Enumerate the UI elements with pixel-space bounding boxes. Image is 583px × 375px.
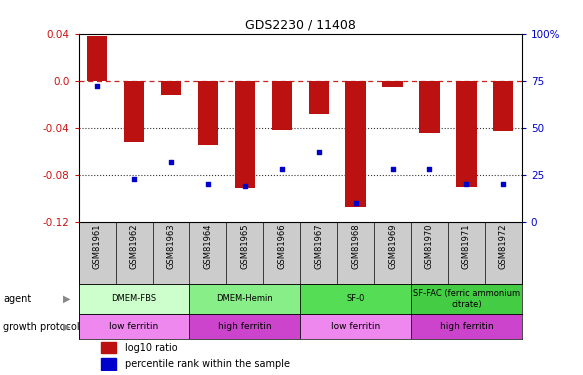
Text: log10 ratio: log10 ratio: [125, 343, 178, 353]
Point: [498, 181, 508, 187]
Text: SF-FAC (ferric ammonium
citrate): SF-FAC (ferric ammonium citrate): [413, 289, 520, 309]
Point: [166, 159, 175, 165]
Bar: [198, 81, 218, 146]
Bar: [189, 314, 300, 339]
Bar: [87, 36, 107, 81]
Text: growth protocol: growth protocol: [3, 322, 79, 332]
Text: SF-0: SF-0: [346, 294, 365, 303]
Text: percentile rank within the sample: percentile rank within the sample: [125, 359, 290, 369]
Text: GSM81970: GSM81970: [425, 224, 434, 269]
Text: GSM81971: GSM81971: [462, 224, 471, 269]
Bar: [411, 314, 522, 339]
Title: GDS2230 / 11408: GDS2230 / 11408: [245, 18, 356, 31]
Point: [388, 166, 397, 172]
Text: ▶: ▶: [64, 294, 71, 304]
Point: [129, 176, 139, 181]
Text: GSM81966: GSM81966: [278, 224, 286, 269]
Point: [351, 200, 360, 206]
Bar: [79, 284, 189, 314]
Point: [240, 183, 250, 189]
Text: GSM81969: GSM81969: [388, 224, 397, 269]
Text: GSM81963: GSM81963: [167, 224, 175, 269]
Bar: [79, 314, 189, 339]
Point: [462, 181, 471, 187]
Point: [314, 149, 324, 155]
Bar: [382, 81, 403, 87]
Text: GSM81965: GSM81965: [240, 224, 250, 269]
Bar: [456, 81, 476, 187]
Point: [277, 166, 286, 172]
Bar: [101, 358, 117, 370]
Bar: [272, 81, 292, 130]
Bar: [346, 81, 366, 207]
Text: GSM81961: GSM81961: [93, 224, 101, 269]
Text: GSM81972: GSM81972: [499, 224, 508, 269]
Text: high ferritin: high ferritin: [440, 322, 493, 331]
Bar: [300, 314, 411, 339]
Text: GSM81964: GSM81964: [203, 224, 212, 269]
Bar: [189, 284, 300, 314]
Text: high ferritin: high ferritin: [218, 322, 272, 331]
Bar: [493, 81, 514, 131]
Point: [425, 166, 434, 172]
Point: [203, 181, 213, 187]
Bar: [124, 81, 144, 142]
Bar: [300, 284, 411, 314]
Bar: [411, 284, 522, 314]
Text: GSM81962: GSM81962: [129, 224, 139, 269]
Bar: [101, 342, 117, 354]
Text: agent: agent: [3, 294, 31, 304]
Text: DMEM-Hemin: DMEM-Hemin: [216, 294, 273, 303]
Text: DMEM-FBS: DMEM-FBS: [111, 294, 157, 303]
Text: GSM81968: GSM81968: [351, 224, 360, 269]
Bar: [235, 81, 255, 188]
Text: low ferritin: low ferritin: [110, 322, 159, 331]
Text: ▶: ▶: [64, 322, 71, 332]
Bar: [419, 81, 440, 132]
Text: low ferritin: low ferritin: [331, 322, 380, 331]
Bar: [161, 81, 181, 95]
Text: GSM81967: GSM81967: [314, 224, 323, 269]
Point: [93, 83, 102, 89]
Bar: [308, 81, 329, 114]
